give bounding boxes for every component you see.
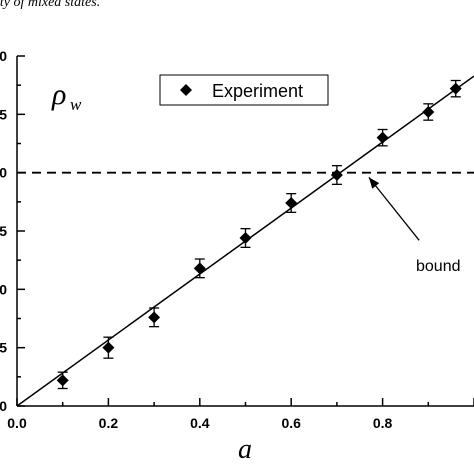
axis-ticks: 0.0 0.2 0.4 0.6 0.8 0 5 0 5 0 5 0 <box>0 48 474 431</box>
y-tick-label: 5 <box>0 340 7 356</box>
y-symbol-rho: ρ <box>51 78 66 111</box>
point-marker <box>148 311 161 324</box>
annotation-label: bound <box>416 258 461 275</box>
point-marker <box>285 197 298 209</box>
data-point <box>285 193 298 213</box>
point-marker <box>422 106 435 118</box>
x-tick-label: 0.2 <box>99 415 119 431</box>
point-marker <box>449 82 462 95</box>
x-tick-label: 0.6 <box>281 415 301 431</box>
data-point <box>330 165 343 185</box>
x-tick-label: 0.8 <box>373 415 393 431</box>
point-marker <box>376 131 389 144</box>
data-point <box>102 336 115 359</box>
y-tick-label: 5 <box>0 223 7 239</box>
data-point <box>56 371 69 390</box>
caption: ity of mixed states. <box>0 0 100 10</box>
data-point <box>148 307 161 328</box>
legend-label: Experiment <box>212 81 303 101</box>
data-point <box>449 79 462 98</box>
data-point <box>239 228 252 248</box>
legend-marker <box>180 84 192 96</box>
legend: Experiment <box>159 74 329 106</box>
annotation: bound <box>368 176 461 275</box>
x-tick-label: 0.4 <box>190 415 210 431</box>
point-marker <box>193 262 206 275</box>
point-marker <box>56 374 69 387</box>
y-symbol-subscript: w <box>70 95 82 114</box>
data-point <box>422 103 435 121</box>
annotation-arrow <box>368 176 420 241</box>
plot-area: 0.0 0.2 0.4 0.6 0.8 0 5 0 5 0 5 0 <box>0 48 474 431</box>
x-axis-label: a <box>238 434 252 465</box>
point-marker <box>330 169 343 181</box>
y-tick-label: 0 <box>0 398 7 414</box>
y-tick-label: 0 <box>0 165 7 181</box>
y-symbol: ρ w <box>51 78 82 114</box>
data-points <box>56 79 462 390</box>
data-point <box>376 128 389 147</box>
y-tick-label: 5 <box>0 106 7 122</box>
data-point <box>193 258 206 279</box>
annotation-arrowhead <box>368 177 380 189</box>
x-tick-label: 0.0 <box>7 415 27 431</box>
y-tick-label: 0 <box>0 281 7 297</box>
point-marker <box>102 341 115 354</box>
y-tick-label: 0 <box>0 48 7 64</box>
point-marker <box>239 232 252 244</box>
